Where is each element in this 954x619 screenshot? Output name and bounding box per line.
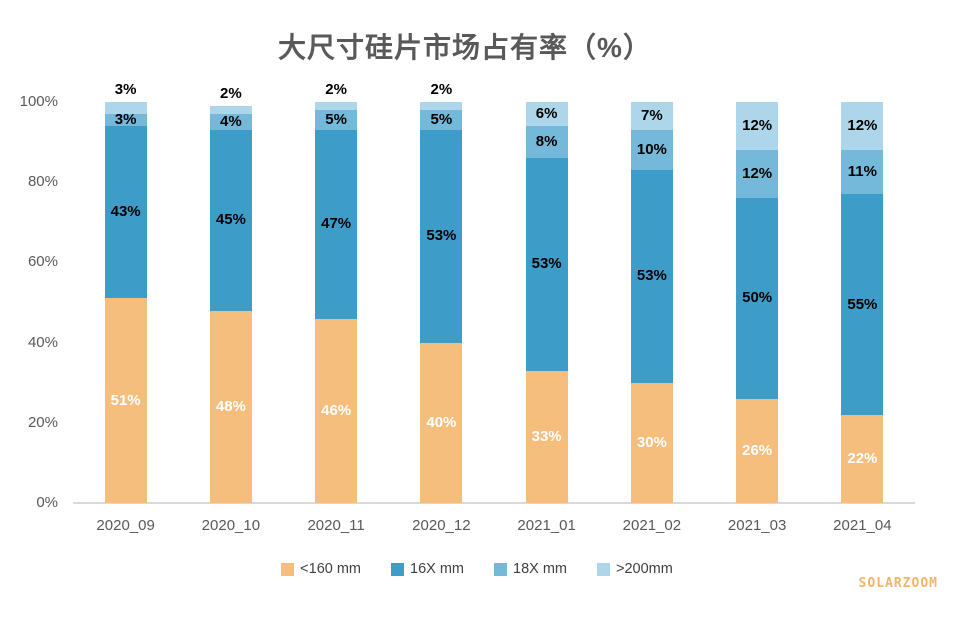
data-label: 11%	[847, 163, 877, 181]
x-axis-category-label: 2020_11	[307, 517, 365, 534]
legend-label: 18X mm	[513, 561, 568, 577]
x-axis-category-label: 2020_10	[201, 517, 261, 534]
data-label: 51%	[110, 391, 141, 409]
x-axis-line	[73, 502, 915, 504]
data-label: 53%	[531, 255, 562, 273]
bar-segment-18xmm	[841, 150, 884, 195]
x-axis-category-label: 2021_03	[727, 517, 787, 534]
legend-label: >200mm	[616, 561, 673, 577]
legend-swatch-icon	[281, 562, 295, 576]
data-label: 43%	[110, 203, 141, 221]
bar-segment-16xmm	[841, 194, 884, 415]
chart-title: 大尺寸硅片市场占有率（%）	[278, 32, 652, 63]
bar-segment-200mm	[104, 102, 147, 115]
data-label: 22%	[847, 449, 878, 467]
bar-segment-16xmm	[630, 170, 673, 383]
bar-segment-160mm	[104, 298, 147, 503]
y-axis-tick-label: 100%	[19, 93, 58, 110]
bar-segment-160mm	[630, 382, 673, 503]
data-label: 12%	[847, 117, 878, 135]
bar-segment-200mm	[315, 102, 358, 111]
legend-item-160mm: <160 mm	[281, 561, 361, 577]
legend-item-18xmm: 18X mm	[494, 561, 567, 577]
data-label: 33%	[531, 427, 562, 445]
data-label: 7%	[641, 107, 663, 125]
bar-segment-16xmm	[736, 198, 779, 399]
legend-swatch-icon	[494, 562, 508, 576]
data-label: 2%	[220, 85, 242, 102]
bar-segment-18xmm	[736, 150, 779, 199]
bar-segment-160mm	[736, 398, 779, 503]
data-label: 10%	[636, 141, 667, 159]
data-label: 2%	[325, 81, 347, 98]
data-label: 3%	[114, 81, 137, 98]
x-axis-category-label: 2021_02	[622, 517, 682, 534]
data-label: 30%	[636, 433, 667, 451]
bar-segment-200mm	[841, 102, 884, 151]
data-label: 12%	[742, 117, 773, 135]
data-label: 53%	[426, 227, 457, 245]
data-label: 45%	[215, 211, 246, 229]
y-axis-tick-label: 60%	[27, 253, 58, 271]
bar-segment-18xmm	[420, 110, 463, 131]
watermark: SOLARZOOM	[858, 576, 938, 591]
data-label: 50%	[742, 289, 773, 307]
x-axis-category-label: 2021_04	[833, 517, 892, 534]
data-label: 6%	[535, 105, 558, 123]
x-axis-category-label: 2020_09	[96, 517, 155, 534]
bar-segment-200mm	[209, 106, 252, 115]
bar-segment-18xmm	[525, 126, 568, 159]
bar-segment-200mm	[736, 102, 779, 151]
data-label: 46%	[321, 401, 352, 419]
bar-segment-16xmm	[209, 130, 252, 311]
y-axis-tick-label: 0%	[36, 494, 58, 511]
bar-segment-200mm	[420, 102, 463, 111]
bar-segment-160mm	[841, 414, 884, 503]
data-label: 5%	[325, 111, 347, 129]
y-axis-tick-label: 80%	[27, 173, 58, 191]
data-label: 40%	[426, 413, 457, 431]
data-label: 55%	[847, 295, 878, 313]
data-label: 5%	[430, 111, 453, 129]
data-label: 4%	[220, 113, 242, 131]
bar-segment-160mm	[420, 342, 463, 503]
bar-segment-160mm	[209, 310, 252, 503]
data-label: 2%	[430, 81, 453, 98]
x-axis-category-label: 2021_01	[517, 517, 576, 534]
data-label: 26%	[742, 441, 773, 459]
legend-swatch-icon	[391, 562, 405, 576]
legend-item-200mm: >200mm	[597, 561, 673, 577]
legend-label: <160 mm	[300, 561, 362, 577]
bar-segment-16xmm	[420, 130, 463, 343]
legend-item-16xmm: 16X mm	[391, 561, 464, 577]
legend-label: 16X mm	[410, 561, 465, 577]
data-label: 47%	[321, 215, 352, 233]
bar-segment-160mm	[525, 370, 568, 503]
legend: <160 mm 16X mm 18X mm >200mm	[0, 561, 954, 577]
bar-segment-160mm	[315, 318, 358, 503]
bar-segment-16xmm	[525, 158, 568, 371]
legend-swatch-icon	[597, 562, 611, 576]
bar-segment-200mm	[630, 102, 673, 131]
data-label: 3%	[114, 111, 137, 129]
bar-segment-18xmm	[315, 110, 358, 131]
x-axis-category-label: 2020_12	[412, 517, 471, 534]
bar-segment-18xmm	[630, 130, 673, 171]
bar-segment-18xmm	[104, 114, 147, 127]
data-label: 8%	[535, 133, 558, 151]
data-label: 53%	[636, 267, 667, 285]
bar-segment-16xmm	[104, 126, 147, 299]
bar-segment-18xmm	[209, 114, 252, 131]
data-label: 12%	[742, 165, 773, 183]
bar-segment-200mm	[525, 102, 568, 127]
y-axis-tick-label: 20%	[27, 413, 58, 431]
bar-segment-16xmm	[315, 130, 358, 319]
data-label: 48%	[215, 397, 246, 415]
y-axis-tick-label: 40%	[27, 333, 58, 351]
